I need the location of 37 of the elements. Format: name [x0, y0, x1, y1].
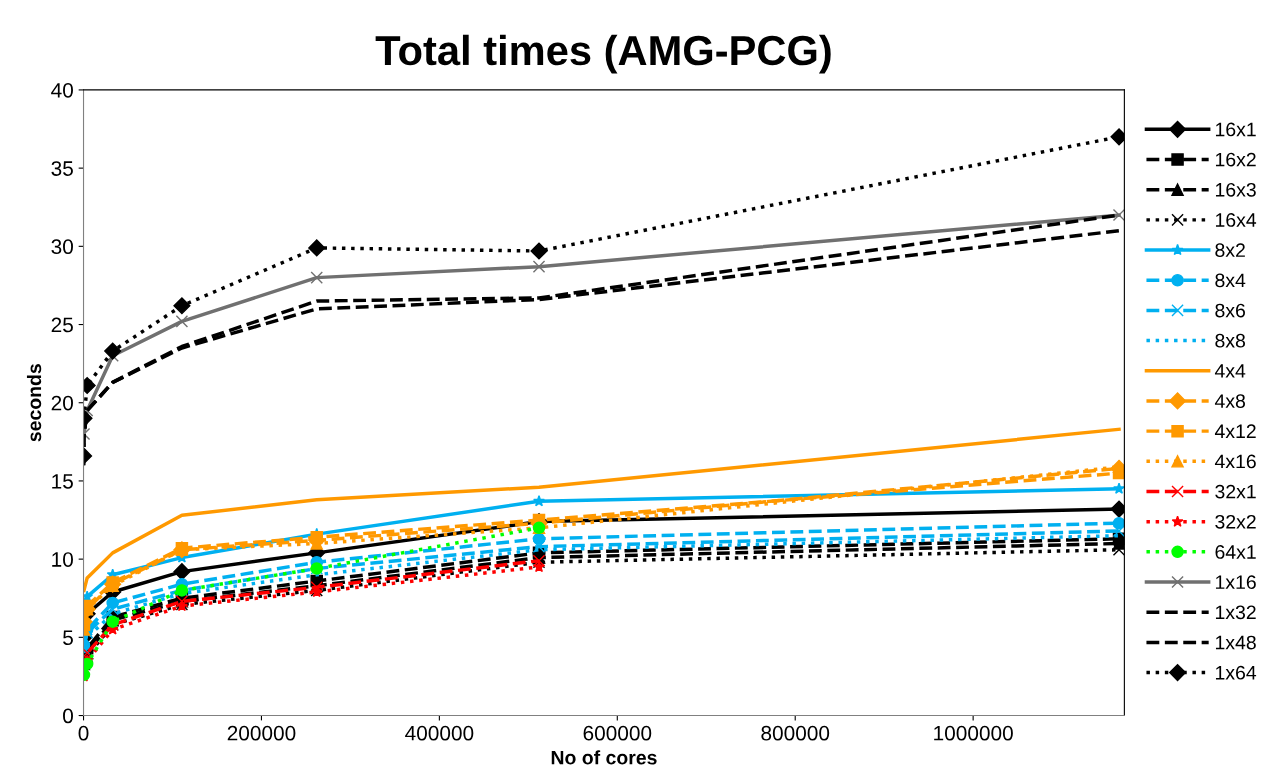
y-tick-label: 35: [51, 161, 73, 176]
legend-label: 1x16: [1215, 575, 1256, 590]
x-axis-title: No of cores: [551, 750, 657, 765]
legend-label: 4x8: [1214, 394, 1246, 408]
y-tick-label: 10: [52, 552, 73, 567]
x-tick-label: 0: [78, 725, 89, 741]
y-tick-label: 40: [51, 82, 73, 98]
legend-label: 8x2: [1215, 243, 1245, 258]
x-tick-label: 800000: [761, 725, 830, 741]
legend-label: 16x2: [1215, 152, 1256, 167]
legend-label: 8x6: [1215, 303, 1245, 318]
legend-label: 4x4: [1214, 364, 1246, 378]
legend-label: 8x8: [1215, 333, 1246, 348]
legend-label: 16x4: [1215, 213, 1257, 227]
y-tick-label: 0: [63, 708, 73, 724]
y-axis-title: seconds: [26, 364, 42, 442]
legend-label: 1x64: [1215, 665, 1257, 680]
legend-label: 1x32: [1215, 605, 1256, 620]
legend-label: 4x12: [1214, 424, 1256, 438]
y-tick-label: 20: [51, 395, 73, 411]
legend-label: 16x1: [1215, 122, 1256, 137]
y-tick-label: 15: [52, 474, 73, 489]
legend-label: 8x4: [1215, 273, 1246, 288]
y-tick-label: 25: [51, 317, 73, 333]
x-tick-label: 200000: [227, 725, 296, 741]
x-tick-label: 400000: [405, 725, 474, 741]
legend-label: 32x2: [1215, 514, 1256, 529]
y-tick-label: 5: [63, 630, 73, 646]
legend-label: 4x16: [1214, 454, 1256, 469]
legend-label: 64x1: [1215, 545, 1256, 559]
x-tick-label: 600000: [583, 725, 652, 741]
legend-label: 16x3: [1215, 182, 1256, 197]
y-tick-label: 30: [51, 239, 73, 255]
chart-title: Total times (AMG-PCG): [375, 34, 831, 74]
legend-label: 32x1: [1215, 484, 1256, 499]
x-tick-label: 1000000: [934, 725, 1013, 741]
legend-label: 1x48: [1215, 635, 1256, 650]
